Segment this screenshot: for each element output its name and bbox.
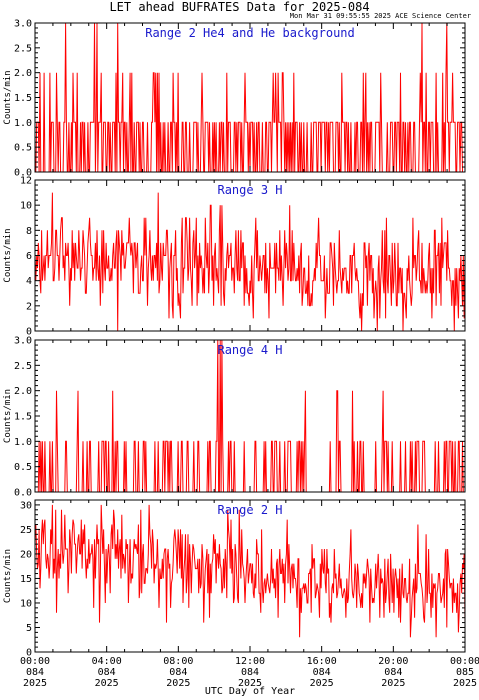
panel-title-4: Range 2 H — [217, 503, 282, 517]
series-line-panel-2 — [34, 192, 466, 332]
ytick-label: 10 — [20, 201, 32, 212]
xtick-label-year: 2025 — [453, 678, 477, 689]
xtick-label-year: 2025 — [95, 678, 119, 689]
xtick-label-day: 084 — [26, 667, 44, 678]
series-line-panel-1 — [35, 22, 465, 173]
ytick-label: 1.5 — [14, 412, 32, 423]
xtick-label-day: 084 — [98, 667, 116, 678]
ytick-label: 3.0 — [14, 19, 32, 30]
ytick-label: 1.0 — [14, 437, 32, 448]
xtick-label-time: 00:00 — [450, 656, 479, 667]
series-line-panel-4 — [34, 504, 466, 638]
xtick-label-time: 00:00 — [20, 656, 50, 667]
xtick-label-year: 2025 — [166, 678, 190, 689]
ytick-label: 1.5 — [14, 93, 32, 104]
ylabel-panel-4: Counts/min — [3, 549, 13, 603]
generation-timestamp: Mon Mar 31 09:55:55 2025 ACE Science Cen… — [289, 12, 471, 20]
xtick-label-year: 2025 — [310, 678, 334, 689]
xtick-label-day: 084 — [241, 667, 259, 678]
ytick-label: 12 — [20, 176, 32, 187]
ytick-label: 2.5 — [14, 361, 32, 372]
panel-title-3: Range 4 H — [217, 343, 282, 357]
ytick-label: 2 — [26, 301, 32, 312]
ytick-label: 0 — [26, 327, 32, 338]
ytick-label: 2.0 — [14, 386, 32, 397]
xtick-label-day: 084 — [313, 667, 331, 678]
ytick-label: 20 — [20, 549, 32, 560]
ytick-label: 0.5 — [14, 143, 32, 154]
xtick-label-year: 2025 — [23, 678, 47, 689]
x-axis-label: UTC Day of Year — [205, 686, 295, 697]
ylabel-panel-2: Counts/min — [3, 228, 13, 282]
ytick-label: 25 — [20, 525, 32, 536]
xtick-label-time: 16:00 — [307, 656, 337, 667]
ytick-label: 8 — [26, 226, 32, 237]
ytick-label: 2.0 — [14, 68, 32, 79]
ytick-label: 6 — [26, 251, 32, 262]
xtick-label-day: 085 — [456, 667, 474, 678]
panel-title-1: Range 2 He4 and He background — [145, 26, 355, 40]
page-title: LET ahead BUFRATES Data for 2025-084 — [109, 0, 370, 14]
ytick-label: 10 — [20, 598, 32, 609]
ytick-label: 1.0 — [14, 118, 32, 129]
xtick-label-day: 084 — [169, 667, 187, 678]
ytick-label: 3.0 — [14, 336, 32, 347]
ytick-label: 0.0 — [14, 488, 32, 499]
xtick-label-time: 08:00 — [163, 656, 193, 667]
ytick-label: 30 — [20, 500, 32, 511]
xtick-label-year: 2025 — [381, 678, 405, 689]
ytick-label: 0.0 — [14, 168, 32, 179]
ylabel-panel-3: Counts/min — [3, 389, 13, 443]
ytick-label: 0.5 — [14, 462, 32, 473]
xtick-label-day: 084 — [384, 667, 402, 678]
ylabel-panel-1: Counts/min — [3, 70, 13, 124]
xtick-label-year: 2025 — [238, 678, 262, 689]
series-line-panel-3 — [35, 339, 465, 493]
xtick-label-time: 04:00 — [92, 656, 122, 667]
ytick-label: 0 — [26, 648, 32, 659]
xtick-label-time: 20:00 — [378, 656, 408, 667]
panel-title-2: Range 3 H — [217, 183, 282, 197]
ytick-label: 2.5 — [14, 43, 32, 54]
ytick-label: 15 — [20, 574, 32, 585]
ytick-label: 4 — [26, 276, 32, 287]
xtick-label-time: 12:00 — [235, 656, 265, 667]
ytick-label: 5 — [26, 623, 32, 634]
